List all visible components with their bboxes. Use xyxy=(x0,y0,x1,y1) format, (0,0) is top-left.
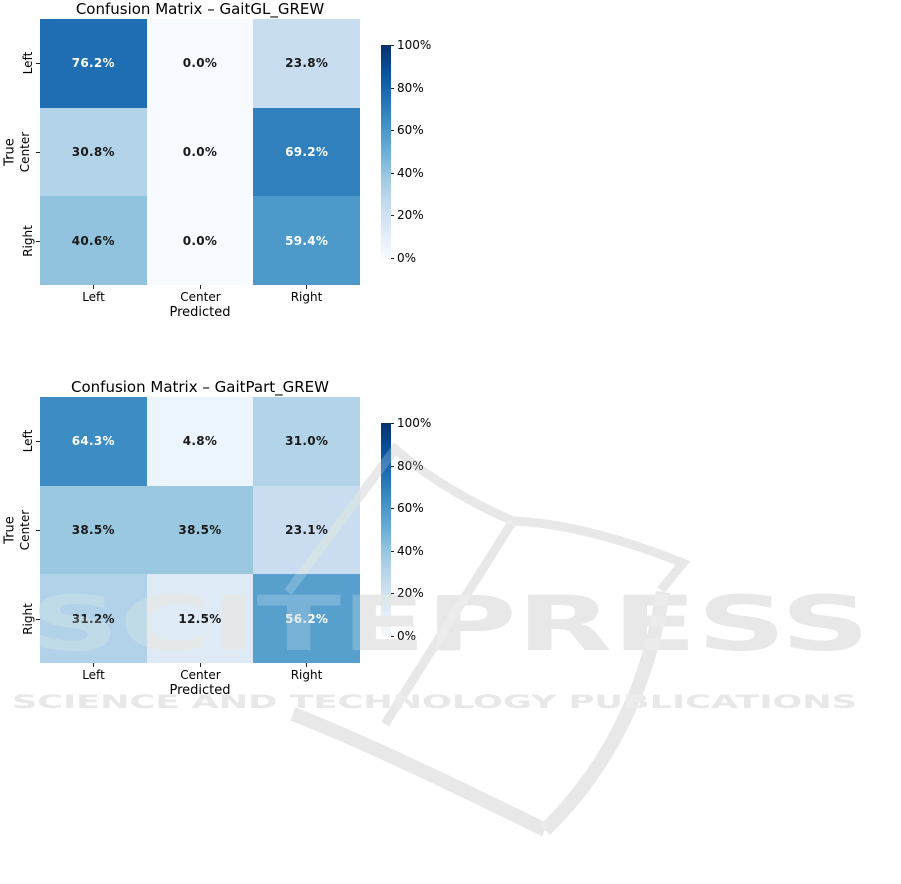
y-tick-mark xyxy=(36,63,40,64)
colorbar-tick-label: 80% xyxy=(397,459,424,473)
x-axis-label: Predicted xyxy=(169,683,231,698)
heatmap-cell: 23.1% xyxy=(253,485,360,575)
colorbar-gradient xyxy=(381,45,391,258)
chart-title: Confusion Matrix – GaitPart_GREW xyxy=(71,378,329,396)
x-tick-label: Center xyxy=(180,290,221,304)
colorbar-tick-label: 60% xyxy=(397,123,424,137)
heatmap-cell: 64.3% xyxy=(40,397,147,486)
heatmap-cell: 31.0% xyxy=(253,397,360,486)
y-tick-label: Right xyxy=(21,225,35,257)
heatmap-cell: 0.0% xyxy=(146,19,254,108)
logo-lower-curve xyxy=(290,707,549,837)
heatmap-cell: 76.2% xyxy=(40,19,147,108)
colorbar-tick-mark xyxy=(391,423,394,424)
x-tick-label: Center xyxy=(180,668,221,682)
heatmap-cell: 12.5% xyxy=(146,574,254,663)
heatmap-cell: 0.0% xyxy=(146,196,254,285)
x-tick-label: Right xyxy=(290,668,323,682)
heatmap-cell: 56.2% xyxy=(253,574,360,663)
colorbar-gradient xyxy=(381,423,391,636)
y-axis-label: True xyxy=(2,138,18,166)
colorbar-tick-mark xyxy=(391,215,394,216)
colorbar-tick-label: 40% xyxy=(397,166,424,180)
heatmap-cell: 0.0% xyxy=(146,107,254,197)
y-tick-label: Right xyxy=(21,603,35,635)
y-tick-label: Left xyxy=(21,429,35,453)
heatmap-grid: 76.2% 0.0% 23.8% 30.8% 0.0% 69.2% 40.6% … xyxy=(40,19,360,285)
colorbar-tick-mark xyxy=(391,88,394,89)
colorbar-tick-mark xyxy=(391,45,394,46)
colorbar-tick-label: 0% xyxy=(397,251,417,265)
colorbar-tick-label: 20% xyxy=(397,208,424,222)
colorbar-tick-mark xyxy=(391,508,394,509)
colorbar-tick-label: 0% xyxy=(397,629,417,643)
y-tick-mark xyxy=(36,241,40,242)
colorbar-tick-mark xyxy=(391,258,394,259)
colorbar-tick-mark xyxy=(391,130,394,131)
colorbar-tick-label: 100% xyxy=(397,38,432,52)
heatmap-cell: 23.8% xyxy=(253,19,360,108)
heatmap-cell: 38.5% xyxy=(40,485,147,575)
heatmap-grid: 64.3% 4.8% 31.0% 38.5% 38.5% 23.1% 31.2%… xyxy=(40,397,360,663)
confusion-matrix-gaitgl-figure: Confusion Matrix – GaitGL_GREW 76.2% 0.0… xyxy=(0,0,901,340)
colorbar-tick-mark xyxy=(391,636,394,637)
chart-title: Confusion Matrix – GaitGL_GREW xyxy=(75,0,325,18)
colorbar-tick-label: 60% xyxy=(397,501,424,515)
x-tick-mark xyxy=(93,285,94,289)
colorbar-tick-label: 40% xyxy=(397,544,424,558)
colorbar-tick-label: 20% xyxy=(397,586,424,600)
confusion-matrix-gaitpart-figure: Confusion Matrix – GaitPart_GREW 64.3% 4… xyxy=(0,378,901,718)
heatmap-cell: 38.5% xyxy=(146,485,254,575)
x-tick-mark xyxy=(200,285,201,289)
y-axis-label: True xyxy=(2,516,18,544)
x-tick-mark xyxy=(200,663,201,667)
y-tick-mark xyxy=(36,619,40,620)
heatmap-cell: 30.8% xyxy=(40,107,147,197)
y-tick-label: Center xyxy=(18,509,32,551)
x-tick-mark xyxy=(93,663,94,667)
y-tick-label: Left xyxy=(21,51,35,75)
heatmap-cell: 31.2% xyxy=(40,574,147,663)
colorbar-tick-label: 100% xyxy=(397,416,432,430)
x-tick-mark xyxy=(306,285,307,289)
x-tick-mark xyxy=(306,663,307,667)
y-tick-mark xyxy=(36,152,40,153)
logo-lower-curve xyxy=(290,707,549,837)
colorbar-tick-mark xyxy=(391,593,394,594)
colorbar-tick-mark xyxy=(391,173,394,174)
colorbar-tick-label: 80% xyxy=(397,81,424,95)
x-tick-label: Right xyxy=(290,290,323,304)
x-axis-label: Predicted xyxy=(169,305,231,320)
y-tick-mark xyxy=(36,441,40,442)
x-tick-label: Left xyxy=(82,290,105,304)
colorbar-tick-mark xyxy=(391,466,394,467)
colorbar-tick-mark xyxy=(391,551,394,552)
y-tick-label: Center xyxy=(18,131,32,173)
y-tick-mark xyxy=(36,530,40,531)
heatmap-cell: 59.4% xyxy=(253,196,360,285)
heatmap-cell: 4.8% xyxy=(146,397,254,486)
heatmap-cell: 40.6% xyxy=(40,196,147,285)
heatmap-cell: 69.2% xyxy=(253,107,360,197)
x-tick-label: Left xyxy=(82,668,105,682)
